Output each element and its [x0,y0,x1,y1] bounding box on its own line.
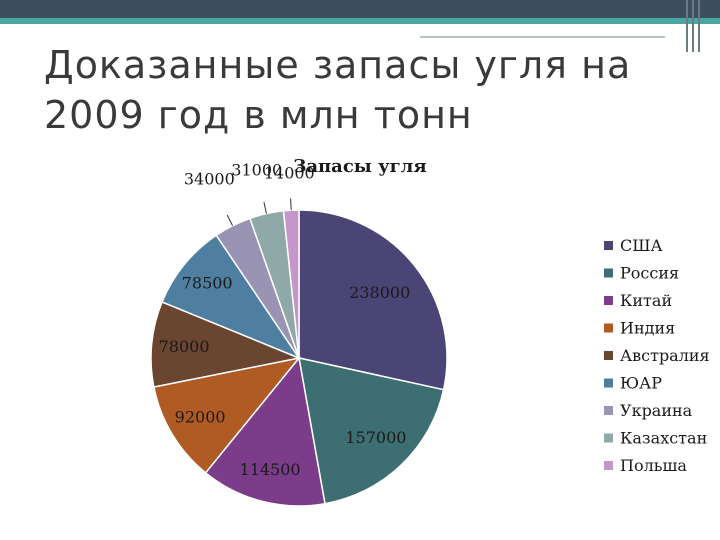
corner-line [692,0,694,52]
legend-label-4: Индия [620,319,675,338]
pie-slice-2 [298,357,445,505]
data-label-4: 92000 [175,408,226,427]
legend: США Россия Китай Индия Австралия ЮАР Украина Ка… [604,236,710,475]
data-label-9: 14000 [264,163,315,182]
data-labels: 238000 157000 114500 92000 78000 78500 3400031… [159,160,411,478]
legend-label-3: Китай [620,291,672,310]
data-label-6: 78500 [182,273,233,292]
pie-slice-4 [152,356,301,474]
chart-title: Запасы угля [293,156,426,177]
data-label-1: 238000 [349,283,410,302]
legend-label-7: Украина [620,401,693,420]
leader-line-7 [226,214,234,226]
pie-slice-9 [282,209,300,359]
data-label-7: 34000 [184,169,235,188]
leader-lines [226,198,292,226]
legend-swatch-4 [604,323,613,333]
slide-title: Доказанные запасы угля на 2009 год в млн… [44,43,632,137]
legend-label-1: США [620,236,663,255]
data-label-3: 114500 [240,460,301,479]
corner-line [686,0,688,52]
header-dark-stripe [0,0,720,18]
legend-label-9: Польша [620,456,687,475]
pie-slice-5 [150,300,302,388]
pie-slice-6 [161,234,302,360]
leader-line-8 [263,201,267,214]
data-label-2: 157000 [345,428,406,447]
legend-swatch-6 [604,378,613,388]
legend-swatch-5 [604,351,613,360]
data-label-5: 78000 [159,337,210,356]
legend-swatch-7 [604,406,613,415]
leader-line-9 [290,198,292,211]
pie-slices [150,209,448,507]
header-accent-line [420,36,665,38]
legend-swatch-8 [604,433,613,443]
legend-swatch-3 [604,296,613,305]
legend-swatch-1 [604,241,613,250]
data-label-8: 31000 [231,160,282,179]
legend-label-2: Россия [620,264,679,283]
legend-label-8: Казахстан [620,429,707,448]
corner-line [698,0,700,52]
legend-swatch-9 [604,461,613,470]
header-teal-stripe [0,18,720,24]
legend-label-6: ЮАР [620,374,662,393]
corner-decoration [686,0,702,52]
pie-slice-3 [204,356,326,507]
legend-swatch-2 [604,268,613,278]
legend-label-5: Австралия [620,346,710,365]
pie-slice-1 [298,209,448,391]
slide-header-band [0,0,720,38]
